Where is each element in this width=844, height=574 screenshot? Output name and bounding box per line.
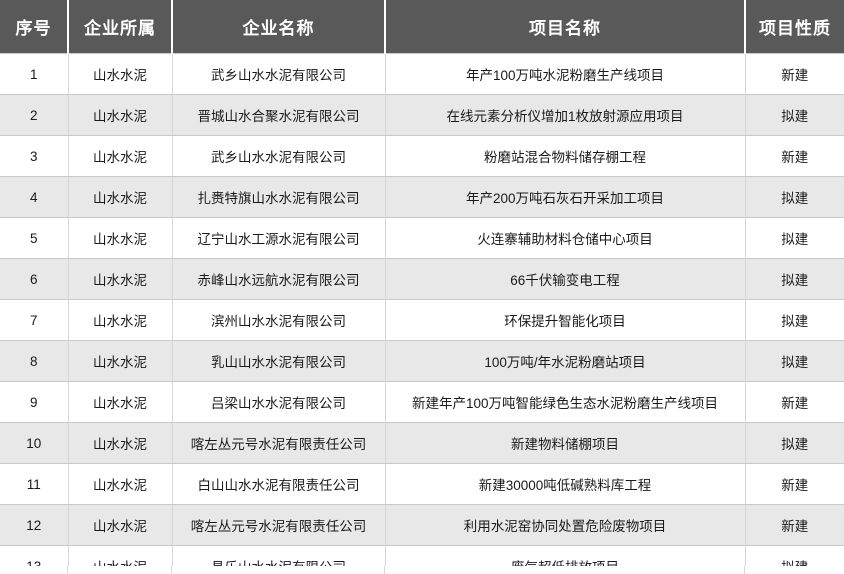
- cell-index: 5: [0, 217, 69, 259]
- cell-group: 山水水泥: [68, 135, 173, 177]
- cell-company: 扎赉特旗山水水泥有限公司: [172, 176, 386, 218]
- table-row[interactable]: 4 山水水泥 扎赉特旗山水水泥有限公司 年产200万吨石灰石开采加工项目 拟建: [0, 176, 844, 218]
- cell-index: 1: [0, 53, 69, 95]
- table-row[interactable]: 5 山水水泥 辽宁山水工源水泥有限公司 火连寨辅助材料仓储中心项目 拟建: [0, 217, 844, 259]
- table-row[interactable]: 2 山水水泥 晋城山水合聚水泥有限公司 在线元素分析仪增加1枚放射源应用项目 拟建: [0, 94, 844, 136]
- cell-group: 山水水泥: [68, 463, 173, 505]
- cell-company: 乳山山水水泥有限公司: [172, 340, 386, 382]
- cell-group: 山水水泥: [68, 381, 173, 423]
- cell-company: 辽宁山水工源水泥有限公司: [172, 217, 386, 259]
- cell-project: 年产200万吨石灰石开采加工项目: [385, 176, 746, 218]
- partial-cell-nature: [745, 566, 844, 574]
- cell-index: 9: [0, 381, 69, 423]
- cell-company: 吕梁山水水泥有限公司: [172, 381, 386, 423]
- cell-nature: 新建: [745, 53, 844, 95]
- cell-company: 白山山水水泥有限责任公司: [172, 463, 386, 505]
- cell-nature: 拟建: [745, 258, 844, 300]
- cell-nature: 拟建: [745, 94, 844, 136]
- cell-company: 滨州山水水泥有限公司: [172, 299, 386, 341]
- cell-index: 2: [0, 94, 69, 136]
- table-row[interactable]: 9 山水水泥 吕梁山水水泥有限公司 新建年产100万吨智能绿色生态水泥粉磨生产线项目新…: [0, 381, 844, 423]
- cell-project: 新建30000吨低碱熟料库工程: [385, 463, 746, 505]
- partial-cell-project: [385, 566, 745, 574]
- column-header-company[interactable]: 企业名称: [171, 0, 386, 54]
- cell-nature: 拟建: [745, 176, 844, 218]
- cell-index: 11: [0, 463, 69, 505]
- cell-company: 武乡山水水泥有限公司: [172, 53, 386, 95]
- cell-project: 火连寨辅助材料仓储中心项目: [385, 217, 746, 259]
- cell-company: 喀左丛元号水泥有限责任公司: [172, 504, 386, 546]
- cell-project: 粉磨站混合物料储存棚工程: [385, 135, 746, 177]
- cell-project: 在线元素分析仪增加1枚放射源应用项目: [385, 94, 746, 136]
- cell-index: 7: [0, 299, 69, 341]
- cell-project: 新建年产100万吨智能绿色生态水泥粉磨生产线项目: [385, 381, 746, 423]
- cell-project: 66千伏输变电工程: [385, 258, 746, 300]
- cell-index: 8: [0, 340, 69, 382]
- table-row[interactable]: 10 山水水泥 喀左丛元号水泥有限责任公司 新建物料储棚项目 拟建: [0, 422, 844, 464]
- table-row[interactable]: 3 山水水泥 武乡山水水泥有限公司 粉磨站混合物料储存棚工程 新建: [0, 135, 844, 177]
- cell-index: 6: [0, 258, 69, 300]
- partial-cell-group: [68, 566, 172, 574]
- cell-nature: 新建: [745, 463, 844, 505]
- partial-cell-company: [172, 566, 385, 574]
- table-header-row: 序号 企业所属 企业名称 项目名称 项目性质: [0, 0, 844, 54]
- cell-group: 山水水泥: [68, 504, 173, 546]
- cell-nature: 新建: [745, 135, 844, 177]
- column-header-project[interactable]: 项目名称: [384, 0, 746, 54]
- column-header-index[interactable]: 序号: [0, 0, 69, 54]
- table-row[interactable]: 8 山水水泥 乳山山水水泥有限公司 100万吨/年水泥粉磨站项目 拟建: [0, 340, 844, 382]
- cell-group: 山水水泥: [68, 94, 173, 136]
- partial-next-row: [0, 566, 844, 574]
- cell-group: 山水水泥: [68, 340, 173, 382]
- table-header: 序号 企业所属 企业名称 项目名称 项目性质: [0, 0, 844, 54]
- cell-company: 喀左丛元号水泥有限责任公司: [172, 422, 386, 464]
- cell-company: 晋城山水合聚水泥有限公司: [172, 94, 386, 136]
- cell-nature: 拟建: [745, 422, 844, 464]
- cell-project: 100万吨/年水泥粉磨站项目: [385, 340, 746, 382]
- table-row[interactable]: 1 山水水泥 武乡山水水泥有限公司 年产100万吨水泥粉磨生产线项目 新建: [0, 53, 844, 95]
- cell-nature: 拟建: [745, 340, 844, 382]
- cell-company: 武乡山水水泥有限公司: [172, 135, 386, 177]
- cell-project: 利用水泥窑协同处置危险废物项目: [385, 504, 746, 546]
- table-row[interactable]: 7 山水水泥 滨州山水水泥有限公司 环保提升智能化项目 拟建: [0, 299, 844, 341]
- column-header-group[interactable]: 企业所属: [67, 0, 173, 54]
- cell-group: 山水水泥: [68, 53, 173, 95]
- table-body: 1 山水水泥 武乡山水水泥有限公司 年产100万吨水泥粉磨生产线项目 新建 2 山水水泥 晋城…: [0, 53, 844, 574]
- cell-group: 山水水泥: [68, 258, 173, 300]
- cell-project: 环保提升智能化项目: [385, 299, 746, 341]
- table-row[interactable]: 12 山水水泥 喀左丛元号水泥有限责任公司 利用水泥窑协同处置危险废物项目 新建: [0, 504, 844, 546]
- cell-index: 10: [0, 422, 69, 464]
- table-row[interactable]: 6 山水水泥 赤峰山水远航水泥有限公司 66千伏输变电工程 拟建: [0, 258, 844, 300]
- cell-group: 山水水泥: [68, 299, 173, 341]
- cell-nature: 拟建: [745, 299, 844, 341]
- column-header-nature[interactable]: 项目性质: [744, 0, 844, 54]
- cell-group: 山水水泥: [68, 217, 173, 259]
- cell-index: 12: [0, 504, 69, 546]
- cell-project: 年产100万吨水泥粉磨生产线项目: [385, 53, 746, 95]
- cell-nature: 新建: [745, 504, 844, 546]
- cell-group: 山水水泥: [68, 422, 173, 464]
- cell-index: 3: [0, 135, 69, 177]
- cell-project: 新建物料储棚项目: [385, 422, 746, 464]
- cell-nature: 拟建: [745, 217, 844, 259]
- cell-company: 赤峰山水远航水泥有限公司: [172, 258, 386, 300]
- table-row[interactable]: 11 山水水泥 白山山水水泥有限责任公司 新建30000吨低碱熟料库工程 新建: [0, 463, 844, 505]
- cell-group: 山水水泥: [68, 176, 173, 218]
- cell-index: 4: [0, 176, 69, 218]
- cell-nature: 新建: [745, 381, 844, 423]
- partial-cell-index: [0, 566, 68, 574]
